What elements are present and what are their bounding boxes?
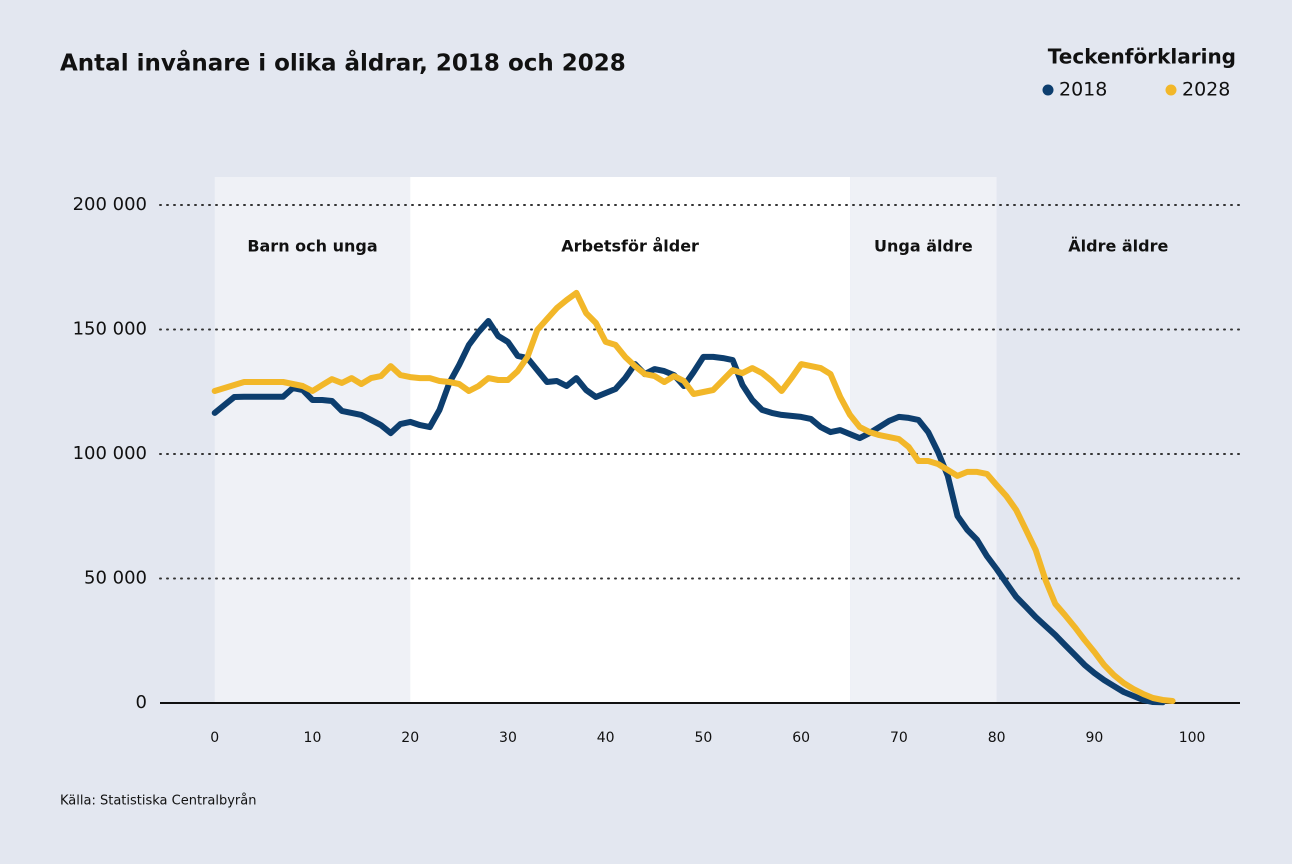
- chart-title: Antal invånare i olika åldrar, 2018 och …: [60, 50, 626, 77]
- series-line: [211, 318, 1166, 706]
- regions: Barn och unga Arbetsför ålder Unga äldre Äl…: [214, 177, 1240, 703]
- legend-label: 2018: [1059, 79, 1107, 101]
- y-tick-label: 150 000: [73, 319, 147, 340]
- grid: 0 50 000 100 000 150 000 200 000 0 10 20 30 40 50 6…: [73, 194, 1241, 746]
- y-tick-label: 100 000: [73, 443, 147, 464]
- x-tick-label: 60: [792, 730, 810, 746]
- x-tick-label: 50: [695, 730, 713, 746]
- series-line: [211, 289, 1176, 704]
- legend-swatch: [1165, 84, 1177, 96]
- lines: [211, 289, 1176, 706]
- legend-label: 2028: [1182, 79, 1230, 101]
- y-tick-label: 0: [136, 692, 147, 713]
- x-tick-label: 0: [210, 730, 219, 746]
- region-band: [996, 177, 1240, 703]
- region-label: Barn och unga: [247, 237, 377, 256]
- x-tick-label: 90: [1085, 730, 1103, 746]
- x-tick-label: 20: [401, 730, 419, 746]
- region-band: [850, 177, 997, 703]
- x-tick-label: 80: [988, 730, 1006, 746]
- y-tick-label: 50 000: [84, 568, 147, 589]
- source: Källa: Statistiska Centralbyrån: [60, 794, 256, 809]
- legend-title: Teckenförklaring: [1048, 45, 1236, 69]
- x-tick-label: 10: [304, 730, 322, 746]
- region-band: [410, 177, 851, 703]
- x-tick-label: 40: [597, 730, 615, 746]
- x-tick-label: 70: [890, 730, 908, 746]
- region-band: [214, 177, 411, 703]
- region-label: Arbetsför ålder: [561, 237, 699, 256]
- legend-swatch: [1042, 84, 1054, 96]
- region-label: Unga äldre: [874, 237, 973, 256]
- x-tick-label: 100: [1179, 730, 1206, 746]
- y-tick-label: 200 000: [73, 194, 147, 215]
- x-tick-label: 30: [499, 730, 517, 746]
- region-label: Äldre äldre: [1068, 237, 1168, 256]
